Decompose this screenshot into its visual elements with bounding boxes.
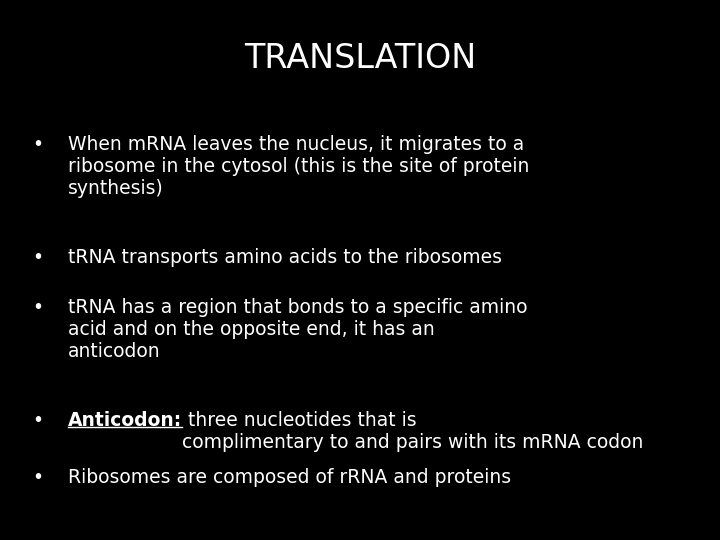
Text: •: • xyxy=(32,411,44,430)
Text: tRNA transports amino acids to the ribosomes: tRNA transports amino acids to the ribos… xyxy=(68,248,502,267)
Text: •: • xyxy=(32,298,44,317)
Text: •: • xyxy=(32,468,44,487)
Text: three nucleotides that is
complimentary to and pairs with its mRNA codon: three nucleotides that is complimentary … xyxy=(182,411,644,452)
Text: Anticodon:: Anticodon: xyxy=(68,411,182,430)
Text: •: • xyxy=(32,248,44,267)
Text: tRNA has a region that bonds to a specific amino
acid and on the opposite end, i: tRNA has a region that bonds to a specif… xyxy=(68,298,528,361)
Text: •: • xyxy=(32,135,44,154)
Text: When mRNA leaves the nucleus, it migrates to a
ribosome in the cytosol (this is : When mRNA leaves the nucleus, it migrate… xyxy=(68,135,529,198)
Text: Ribosomes are composed of rRNA and proteins: Ribosomes are composed of rRNA and prote… xyxy=(68,468,511,487)
Text: TRANSLATION: TRANSLATION xyxy=(244,42,476,75)
